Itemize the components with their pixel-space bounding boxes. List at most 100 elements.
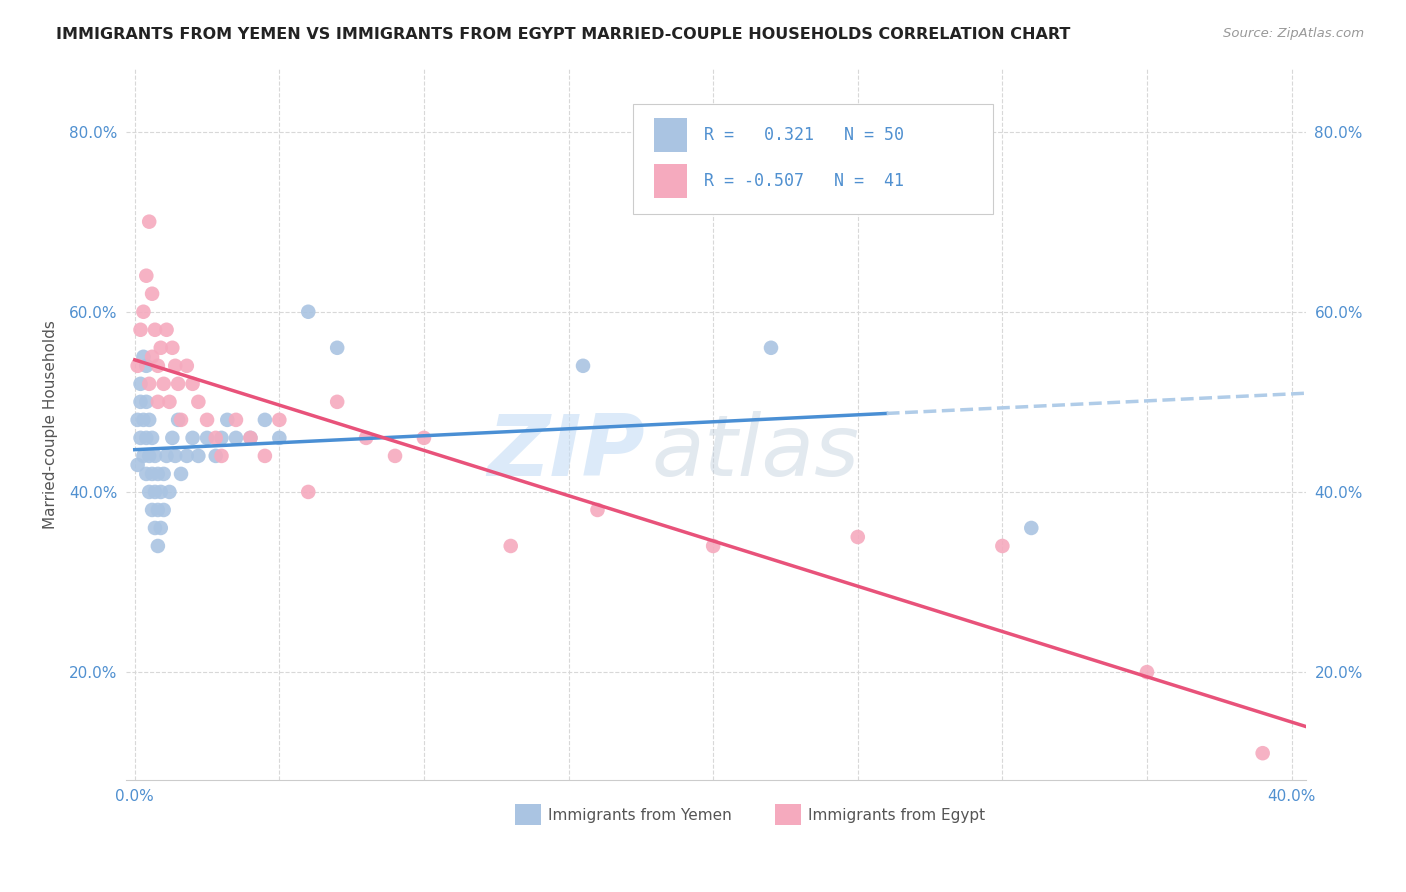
Point	[141, 467, 163, 481]
Point	[135, 268, 157, 283]
Point	[152, 467, 174, 481]
Point	[155, 323, 177, 337]
Point	[138, 413, 160, 427]
Text: R = -0.507   N =  41: R = -0.507 N = 41	[704, 172, 904, 190]
Text: Immigrants from Egypt: Immigrants from Egypt	[808, 807, 986, 822]
Point	[1251, 746, 1274, 760]
Point	[253, 413, 276, 427]
Point	[143, 449, 166, 463]
Point	[195, 431, 218, 445]
Text: IMMIGRANTS FROM YEMEN VS IMMIGRANTS FROM EGYPT MARRIED-COUPLE HOUSEHOLDS CORRELA: IMMIGRANTS FROM YEMEN VS IMMIGRANTS FROM…	[56, 27, 1070, 42]
Point	[167, 376, 190, 391]
Point	[146, 503, 169, 517]
Point	[127, 458, 149, 472]
Bar	[775, 804, 801, 825]
Bar	[516, 804, 541, 825]
Point	[176, 449, 198, 463]
Point	[135, 431, 157, 445]
Point	[195, 413, 218, 427]
Point	[1019, 521, 1042, 535]
Point	[162, 341, 184, 355]
Point	[138, 484, 160, 499]
Point	[127, 413, 149, 427]
Y-axis label: Married-couple Households: Married-couple Households	[44, 320, 58, 529]
Point	[165, 359, 187, 373]
Point	[181, 376, 204, 391]
Point	[211, 449, 233, 463]
Point	[204, 431, 226, 445]
Point	[141, 286, 163, 301]
Point	[170, 467, 193, 481]
Point	[187, 449, 209, 463]
Point	[129, 394, 152, 409]
Point	[146, 467, 169, 481]
Text: Source: ZipAtlas.com: Source: ZipAtlas.com	[1223, 27, 1364, 40]
Point	[326, 394, 349, 409]
Point	[162, 431, 184, 445]
Point	[170, 413, 193, 427]
Point	[759, 341, 782, 355]
Point	[1136, 665, 1159, 679]
Point	[354, 431, 377, 445]
Point	[149, 341, 172, 355]
Point	[239, 431, 262, 445]
Point	[269, 413, 291, 427]
Bar	[654, 118, 686, 152]
Point	[413, 431, 436, 445]
Point	[384, 449, 406, 463]
Point	[846, 530, 869, 544]
Point	[132, 413, 155, 427]
Text: atlas: atlas	[651, 411, 859, 494]
Point	[217, 413, 239, 427]
Point	[152, 376, 174, 391]
Point	[135, 359, 157, 373]
Point	[253, 449, 276, 463]
Point	[586, 503, 609, 517]
Point	[132, 305, 155, 319]
Point	[132, 350, 155, 364]
Point	[138, 376, 160, 391]
Point	[146, 394, 169, 409]
Point	[143, 521, 166, 535]
Text: ZIP: ZIP	[488, 411, 645, 494]
Point	[269, 431, 291, 445]
Point	[572, 359, 595, 373]
Point	[141, 431, 163, 445]
Point	[132, 449, 155, 463]
Point	[297, 484, 319, 499]
Point	[135, 394, 157, 409]
Point	[326, 341, 349, 355]
Point	[225, 413, 247, 427]
Point	[149, 484, 172, 499]
Point	[143, 484, 166, 499]
Point	[146, 539, 169, 553]
Point	[159, 484, 181, 499]
Point	[143, 323, 166, 337]
Point	[152, 503, 174, 517]
Point	[239, 431, 262, 445]
Point	[165, 449, 187, 463]
Bar	[654, 164, 686, 199]
Point	[187, 394, 209, 409]
Point	[127, 359, 149, 373]
Point	[141, 350, 163, 364]
Point	[499, 539, 522, 553]
Text: R =   0.321   N = 50: R = 0.321 N = 50	[704, 126, 904, 144]
Point	[167, 413, 190, 427]
Text: Immigrants from Yemen: Immigrants from Yemen	[548, 807, 733, 822]
Point	[149, 521, 172, 535]
Point	[155, 449, 177, 463]
Point	[702, 539, 724, 553]
FancyBboxPatch shape	[634, 104, 994, 214]
Point	[129, 376, 152, 391]
Point	[138, 215, 160, 229]
Point	[181, 431, 204, 445]
Point	[991, 539, 1014, 553]
Point	[141, 503, 163, 517]
Point	[176, 359, 198, 373]
Point	[129, 323, 152, 337]
Point	[225, 431, 247, 445]
Point	[159, 394, 181, 409]
Point	[297, 305, 319, 319]
Point	[135, 467, 157, 481]
